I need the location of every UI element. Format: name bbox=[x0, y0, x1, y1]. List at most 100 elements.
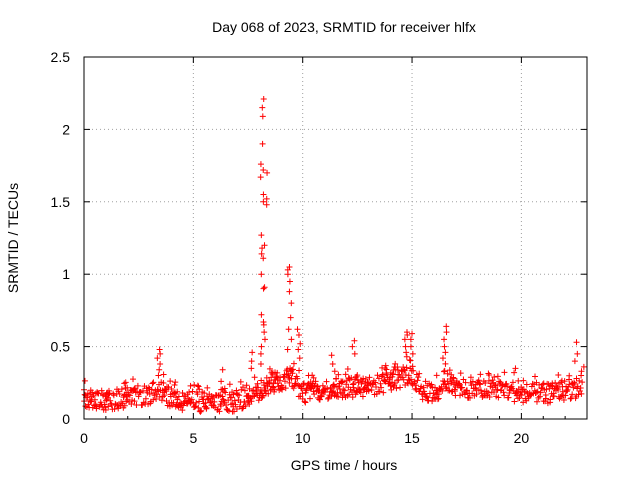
data-point bbox=[550, 393, 557, 400]
data-point bbox=[290, 366, 297, 373]
data-point bbox=[443, 384, 450, 391]
data-point bbox=[286, 288, 293, 295]
data-point bbox=[204, 384, 211, 391]
data-point bbox=[349, 394, 356, 401]
data-point bbox=[406, 356, 413, 363]
data-point bbox=[392, 360, 399, 367]
data-point bbox=[468, 382, 475, 389]
x-tick-label: 5 bbox=[189, 430, 197, 446]
data-point bbox=[381, 378, 388, 385]
grid bbox=[84, 57, 587, 419]
data-point bbox=[505, 394, 512, 401]
data-point bbox=[285, 326, 292, 333]
data-point bbox=[439, 355, 446, 362]
data-point bbox=[402, 343, 409, 350]
chart-title: Day 068 of 2023, SRMTID for receiver hlf… bbox=[212, 19, 476, 35]
data-point bbox=[281, 378, 288, 385]
data-point bbox=[518, 392, 525, 399]
data-point bbox=[85, 401, 92, 408]
data-point bbox=[231, 397, 238, 404]
data-point bbox=[358, 380, 365, 387]
data-point bbox=[284, 366, 291, 373]
data-point bbox=[236, 392, 243, 399]
plot-frame bbox=[83, 56, 588, 420]
data-point bbox=[387, 382, 394, 389]
data-point bbox=[133, 401, 140, 408]
data-point bbox=[258, 250, 265, 257]
data-point bbox=[219, 366, 226, 373]
data-point bbox=[260, 166, 267, 173]
data-point bbox=[158, 397, 165, 404]
data-point bbox=[150, 396, 157, 403]
data-point bbox=[422, 378, 429, 385]
data-point bbox=[555, 386, 562, 393]
data-point bbox=[160, 380, 167, 387]
data-point bbox=[148, 386, 155, 393]
data-point bbox=[322, 386, 329, 393]
data-point bbox=[340, 386, 347, 393]
data-point bbox=[130, 376, 137, 383]
data-point bbox=[376, 388, 383, 395]
data-point bbox=[186, 389, 193, 396]
data-point bbox=[222, 389, 229, 396]
data-point bbox=[482, 380, 489, 387]
data-point bbox=[575, 391, 582, 398]
data-point bbox=[443, 329, 450, 336]
data-point bbox=[475, 377, 482, 384]
data-point bbox=[403, 353, 410, 360]
data-point bbox=[209, 395, 216, 402]
data-point bbox=[372, 379, 379, 386]
data-point bbox=[457, 370, 464, 377]
data-point bbox=[381, 365, 388, 372]
data-point bbox=[232, 401, 239, 408]
data-point bbox=[174, 396, 181, 403]
data-point bbox=[248, 398, 255, 405]
data-point bbox=[263, 195, 270, 202]
data-point bbox=[501, 392, 508, 399]
data-point bbox=[434, 396, 441, 403]
data-point bbox=[156, 346, 163, 353]
data-point bbox=[382, 362, 389, 369]
data-point bbox=[223, 402, 230, 409]
data-point bbox=[188, 396, 195, 403]
data-point bbox=[91, 396, 98, 403]
data-point bbox=[219, 393, 226, 400]
data-point bbox=[179, 407, 186, 414]
data-point bbox=[446, 367, 453, 374]
data-point bbox=[414, 377, 421, 384]
data-point bbox=[224, 406, 231, 413]
data-point bbox=[258, 311, 265, 318]
data-point bbox=[373, 383, 380, 390]
data-point bbox=[450, 375, 457, 382]
data-point bbox=[405, 372, 412, 379]
data-point bbox=[248, 358, 255, 365]
data-point bbox=[442, 360, 449, 367]
data-point bbox=[288, 336, 295, 343]
data-point bbox=[403, 364, 410, 371]
data-point bbox=[351, 350, 358, 357]
data-point bbox=[131, 386, 138, 393]
data-point bbox=[348, 374, 355, 381]
data-point bbox=[81, 377, 88, 384]
data-point bbox=[476, 380, 483, 387]
data-point bbox=[288, 300, 295, 307]
data-point bbox=[102, 393, 109, 400]
data-point bbox=[310, 374, 317, 381]
data-point bbox=[194, 391, 201, 398]
data-point bbox=[156, 366, 163, 373]
data-point bbox=[126, 392, 133, 399]
axis-ticks: 0 5 10 15 20 0 0.5 1 1.5 2 2.5 bbox=[51, 49, 587, 446]
data-point bbox=[225, 408, 232, 415]
x-tick-label: 0 bbox=[80, 430, 88, 446]
data-point bbox=[298, 385, 305, 392]
data-point bbox=[509, 379, 516, 386]
x-tick-label: 15 bbox=[404, 430, 420, 446]
data-point bbox=[380, 389, 387, 396]
data-point bbox=[423, 393, 430, 400]
data-point bbox=[555, 371, 562, 378]
data-point bbox=[111, 405, 118, 412]
data-point bbox=[265, 390, 272, 397]
y-tick-label: 1 bbox=[62, 266, 70, 282]
data-point bbox=[216, 408, 223, 415]
data-point bbox=[251, 374, 258, 381]
